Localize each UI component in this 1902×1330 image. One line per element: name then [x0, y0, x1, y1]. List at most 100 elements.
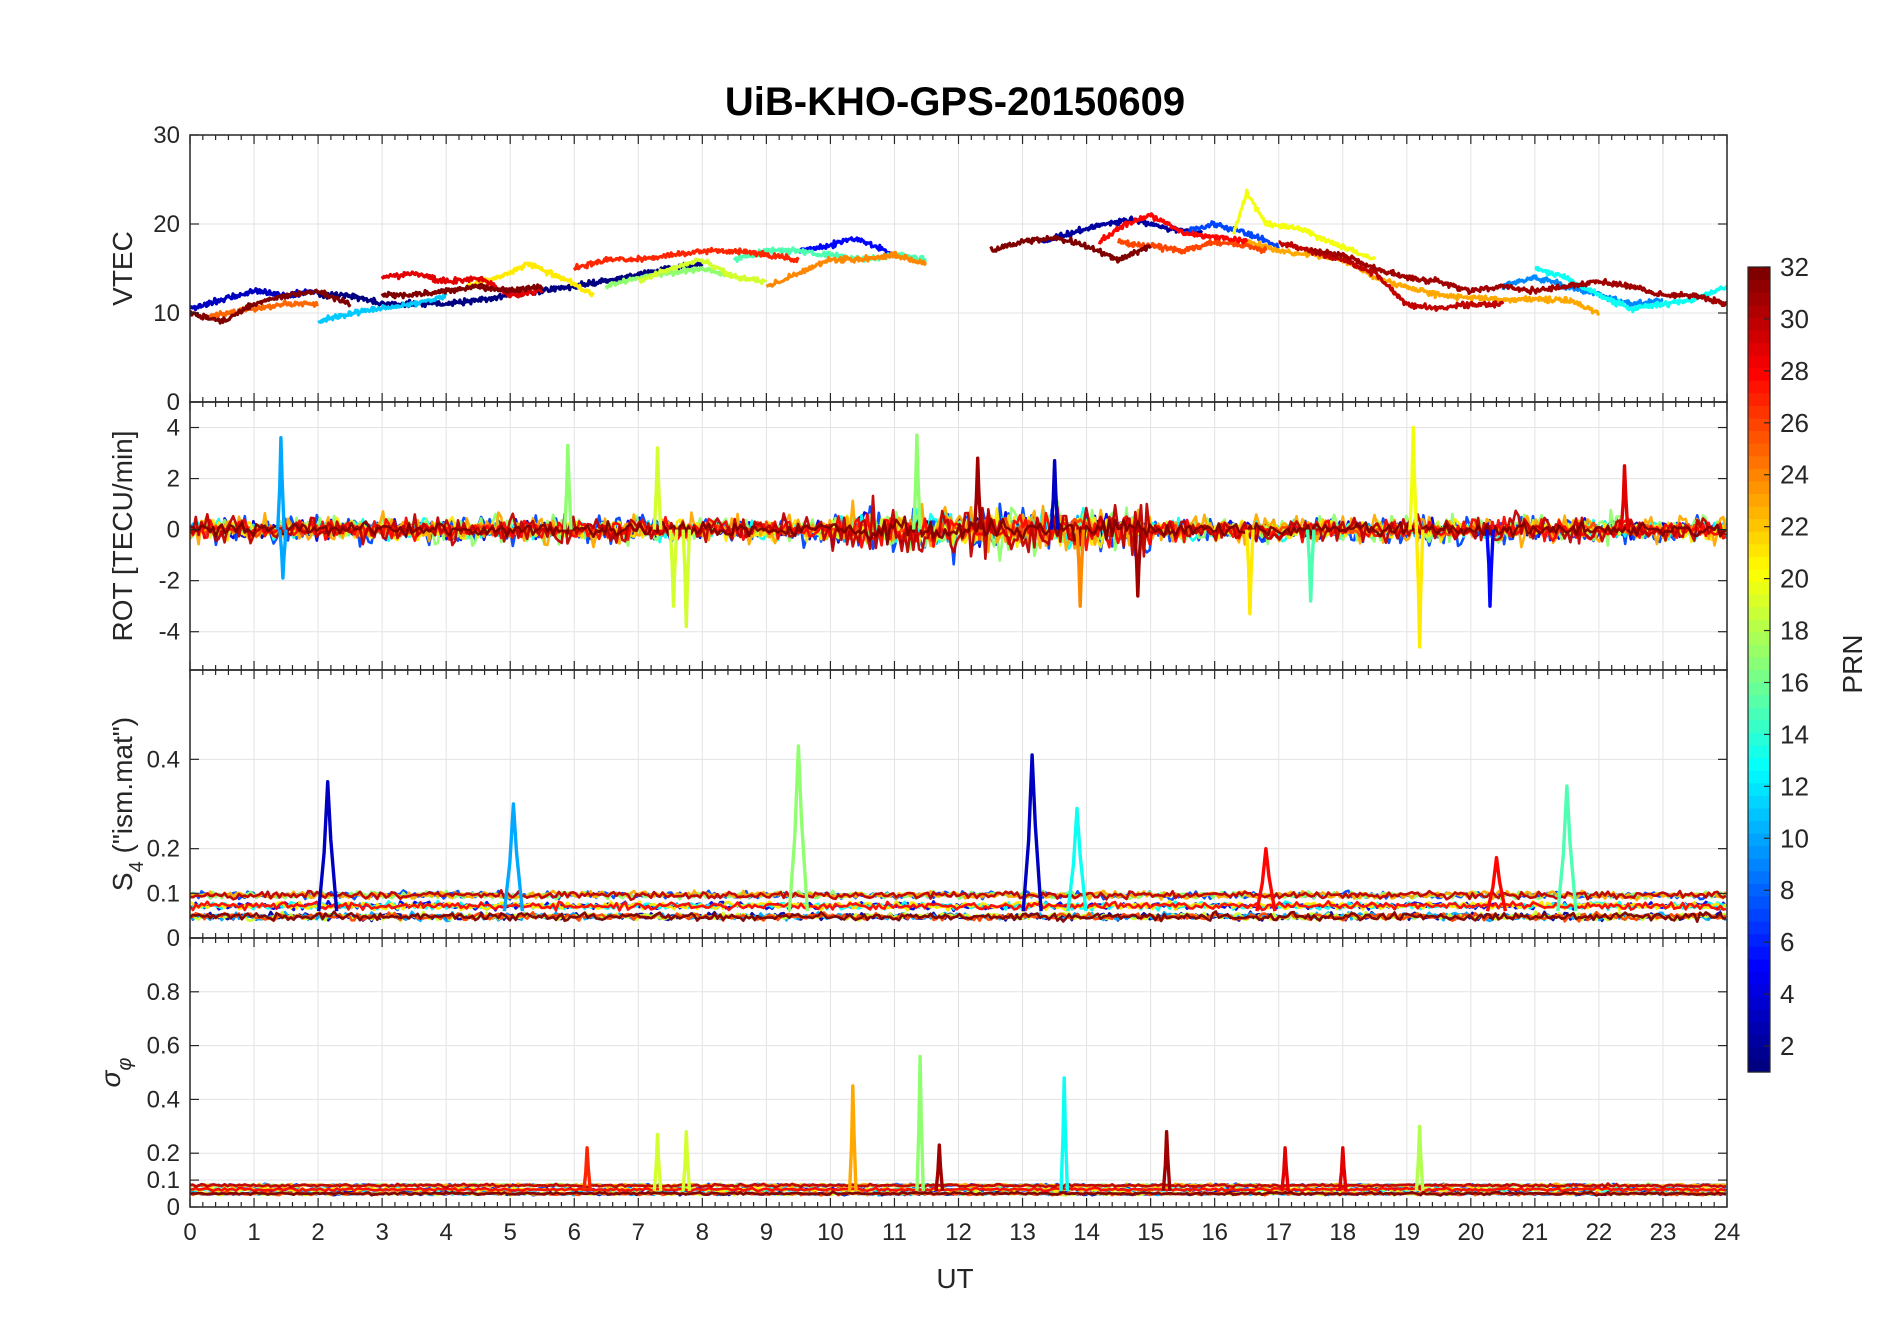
colorbar-swatch	[1748, 933, 1770, 947]
spike-prn-3	[1049, 459, 1060, 530]
colorbar-swatch	[1748, 443, 1770, 457]
x-tick-label: 5	[504, 1219, 517, 1246]
y-tick-label: 4	[167, 415, 180, 442]
y-tick-label: 0	[167, 517, 180, 544]
colorbar-swatch	[1748, 304, 1770, 318]
x-tick-label: 1	[247, 1219, 260, 1246]
vtec-series-prn-28	[1097, 212, 1249, 245]
colorbar-swatch	[1748, 845, 1770, 859]
colorbar-tick-label: 14	[1780, 719, 1809, 749]
x-tick-label: 11	[882, 1219, 907, 1246]
x-tick-label: 8	[696, 1219, 709, 1246]
colorbar-swatch	[1748, 493, 1770, 507]
y-tick-label: 0	[167, 925, 180, 952]
x-tick-label: 7	[632, 1219, 645, 1246]
x-tick-label: 23	[1650, 1219, 1677, 1246]
x-tick-label: 20	[1457, 1219, 1484, 1246]
spike-prn-13	[1066, 806, 1088, 912]
spike-prn-31	[934, 1143, 945, 1192]
colorbar-swatch	[1748, 568, 1770, 583]
spike-prn-15	[1556, 784, 1578, 912]
colorbar-swatch	[1748, 606, 1770, 620]
colorbar-swatch	[1748, 581, 1770, 595]
y-tick-label: 0.4	[147, 746, 180, 773]
colorbar-tick-label: 4	[1780, 979, 1794, 1009]
colorbar-tick-label: 26	[1780, 408, 1809, 438]
colorbar-swatch	[1748, 380, 1770, 394]
colorbar-tick-label: 10	[1780, 823, 1809, 853]
spike-prn-19	[652, 446, 663, 530]
colorbar-swatch	[1748, 342, 1770, 356]
y-tick-label: 0.2	[147, 836, 180, 863]
spike-prn-19	[681, 529, 692, 629]
y-tick-label: 0.4	[147, 1086, 180, 1113]
colorbar-swatch	[1748, 921, 1770, 935]
panel-2-ylabel: ROT [TECU/min]	[107, 430, 138, 641]
vtec-series-prn-7	[1182, 220, 1280, 249]
x-tick-label: 19	[1393, 1219, 1420, 1246]
colorbar-swatch	[1748, 908, 1770, 922]
colorbar-swatch	[1748, 1009, 1770, 1023]
vtec-series-prn-3	[190, 287, 320, 312]
y-tick-label: 0.1	[147, 1167, 180, 1194]
spike-prn-19	[652, 1132, 663, 1192]
spike-prn-31	[1132, 529, 1143, 598]
y-tick-label: 20	[153, 211, 180, 238]
x-tick-label: 14	[1073, 1219, 1100, 1246]
x-tick-label: 18	[1329, 1219, 1356, 1246]
vtec-series-prn-9	[1501, 274, 1664, 308]
vtec-series-prn-5	[797, 236, 896, 257]
spike-prn-17	[787, 744, 810, 912]
colorbar-swatch	[1748, 946, 1770, 960]
colorbar-swatch	[1748, 895, 1770, 910]
spike-prn-5	[1485, 529, 1495, 608]
y-tick-label: 2	[167, 466, 180, 493]
colorbar-frame	[1747, 266, 1771, 1073]
colorbar-swatch	[1748, 430, 1770, 444]
x-tick-label: 6	[568, 1219, 581, 1246]
background-trace-prn-32	[190, 515, 1727, 546]
colorbar-swatch	[1748, 279, 1770, 293]
colorbar-swatch	[1748, 983, 1770, 998]
colorbar-tick-label: 30	[1780, 304, 1809, 334]
colorbar-swatch	[1748, 355, 1770, 369]
vtec-series-prn-20	[1232, 188, 1377, 261]
colorbar-swatch	[1748, 757, 1770, 771]
x-tick-label: 17	[1265, 1219, 1292, 1246]
colorbar-tick-label: 28	[1780, 356, 1809, 386]
colorbar-swatch	[1748, 644, 1770, 658]
spike-prn-19	[668, 529, 679, 608]
spike-prn-31	[972, 456, 983, 530]
background-trace-prn-30	[190, 889, 1727, 902]
colorbar-swatch	[1748, 820, 1770, 834]
vtec-series-prn-32	[989, 234, 1152, 264]
spike-prn-28	[1485, 855, 1508, 912]
vtec-series-prn-27	[572, 246, 800, 271]
x-tick-label: 10	[817, 1219, 844, 1246]
colorbar-swatch	[1748, 782, 1770, 796]
colorbar-swatch	[1748, 631, 1770, 645]
x-tick-label: 4	[439, 1219, 452, 1246]
vtec-series-prn-11	[317, 292, 448, 324]
y-tick-label: 0.8	[147, 979, 180, 1006]
colorbar-swatch	[1748, 807, 1770, 822]
x-tick-label: 13	[1009, 1219, 1036, 1246]
colorbar-swatch	[1748, 656, 1770, 671]
spike-prn-29	[1280, 1146, 1290, 1192]
colorbar-swatch	[1748, 770, 1770, 784]
vtec-series-prn-26	[1117, 238, 1268, 255]
background-trace-prn-30	[190, 1182, 1727, 1189]
panel-2: -4 -2 0 2 4 ROT [TECU/min]	[107, 401, 1728, 671]
colorbar-swatch	[1748, 719, 1770, 733]
colorbar-swatch	[1748, 732, 1770, 746]
colorbar-swatch	[1748, 543, 1770, 557]
colorbar-swatch	[1748, 267, 1770, 281]
colorbar-swatch	[1748, 744, 1770, 759]
spike-prn-31	[1161, 1130, 1172, 1192]
colorbar-swatch	[1748, 682, 1770, 696]
colorbar-swatch	[1748, 883, 1770, 897]
colorbar-swatch	[1748, 707, 1770, 721]
panel-4: 00.10.2 0.4 0.6 0.8 σφ	[95, 937, 1728, 1221]
colorbar-swatch	[1748, 455, 1770, 469]
